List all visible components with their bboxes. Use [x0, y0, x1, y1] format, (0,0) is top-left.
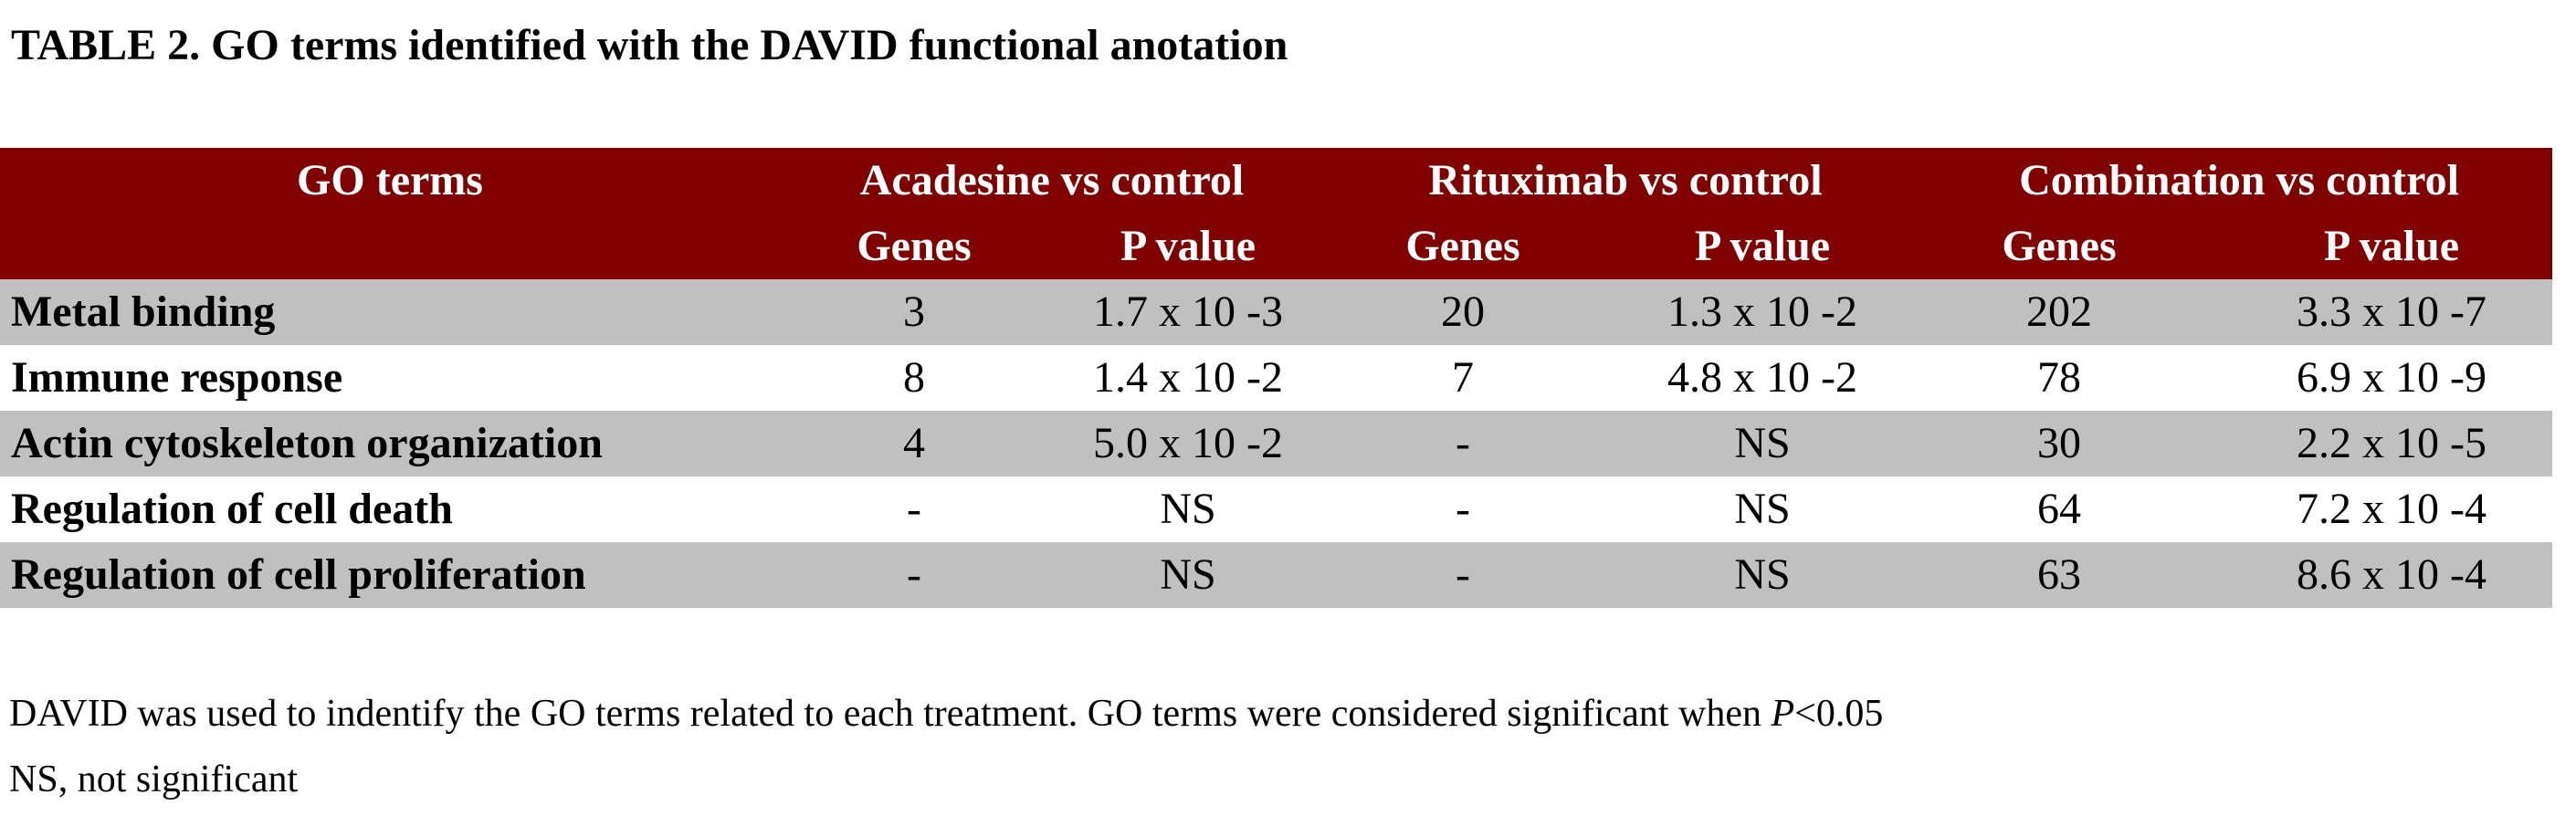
table-cell: 202: [2026, 288, 2092, 336]
table-cell: 30: [2037, 419, 2081, 467]
table-cell: NS: [1160, 550, 1216, 599]
footnote: DAVID was used to indentify the GO terms…: [9, 686, 1883, 741]
table-cell: 4: [903, 419, 925, 467]
table-cell: NS: [1734, 550, 1791, 599]
table-cell: -: [1456, 485, 1470, 533]
row-label: Regulation of cell proliferation: [11, 550, 586, 599]
table-cell: 8: [903, 353, 925, 402]
header-row: GO terms Acadesine vs control Rituximab vs…: [0, 148, 2552, 214]
subheader: P value: [1120, 222, 1256, 270]
table-row: Regulation of cell death - NS - NS 64 7.2 x 10…: [0, 476, 2552, 542]
header-row: Genes P value Genes P value Genes P value: [0, 214, 2552, 279]
table-cell: 20: [1441, 288, 1485, 336]
subheader: Genes: [857, 222, 972, 270]
table-cell: 78: [2037, 353, 2081, 402]
table-cell: 63: [2037, 550, 2081, 599]
table-cell: -: [907, 485, 921, 533]
table-cell: 4.8 x 10 -2: [1667, 353, 1857, 402]
group-header: Acadesine vs control: [859, 156, 1245, 204]
table-row: Metal binding 3 1.7 x 10 -3 20 1.3 x 10 -2 20…: [0, 279, 2552, 345]
table-cell: 7.2 x 10 -4: [2297, 485, 2487, 533]
footnote-text: DAVID was used to indentify the GO terms…: [9, 693, 1772, 735]
table-title: TABLE 2. GO terms identified with the DA…: [11, 21, 1288, 69]
table-row: Actin cytoskeleton organization 4 5.0 x 10…: [0, 411, 2552, 476]
table-cell: 6.9 x 10 -9: [2297, 353, 2487, 402]
table-cell: 8.6 x 10 -4: [2297, 550, 2487, 599]
table-cell: NS: [1160, 485, 1216, 533]
row-label: Immune response: [11, 353, 343, 402]
row-label: Metal binding: [11, 288, 276, 336]
table-cell: 1.4 x 10 -2: [1093, 353, 1283, 402]
subheader: P value: [2323, 222, 2460, 270]
table-cell: 1.3 x 10 -2: [1667, 288, 1857, 336]
header-cell: GO terms: [297, 156, 483, 204]
table-cell: -: [1456, 550, 1470, 599]
footnote-text: <0.05: [1794, 693, 1884, 735]
table-cell: 2.2 x 10 -5: [2297, 419, 2487, 467]
table-cell: -: [907, 550, 921, 599]
table-cell: NS: [1734, 419, 1791, 467]
table-cell: NS: [1734, 485, 1791, 533]
table-row: Regulation of cell proliferation - NS - NS 63…: [0, 542, 2552, 608]
footnote-italic: P: [1771, 693, 1795, 735]
table-cell: 3.3 x 10 -7: [2297, 288, 2487, 336]
row-label: Regulation of cell death: [11, 485, 453, 533]
subheader: Genes: [1405, 222, 1520, 270]
table-cell: 64: [2037, 485, 2081, 533]
subheader: Genes: [2002, 222, 2117, 270]
group-header: Combination vs control: [2019, 156, 2459, 204]
table-cell: -: [1456, 419, 1470, 467]
table-cell: 1.7 x 10 -3: [1093, 288, 1283, 336]
footnote: NS, not significant: [9, 758, 299, 800]
table-cell: 7: [1452, 353, 1474, 402]
group-header: Rituximab vs control: [1428, 156, 1823, 204]
table-cell: 5.0 x 10 -2: [1093, 419, 1283, 467]
table-cell: 3: [903, 288, 925, 336]
row-label: Actin cytoskeleton organization: [11, 419, 603, 467]
table-row: Immune response 8 1.4 x 10 -2 7 4.8 x 10 -2 7…: [0, 345, 2552, 411]
subheader: P value: [1694, 222, 1831, 270]
